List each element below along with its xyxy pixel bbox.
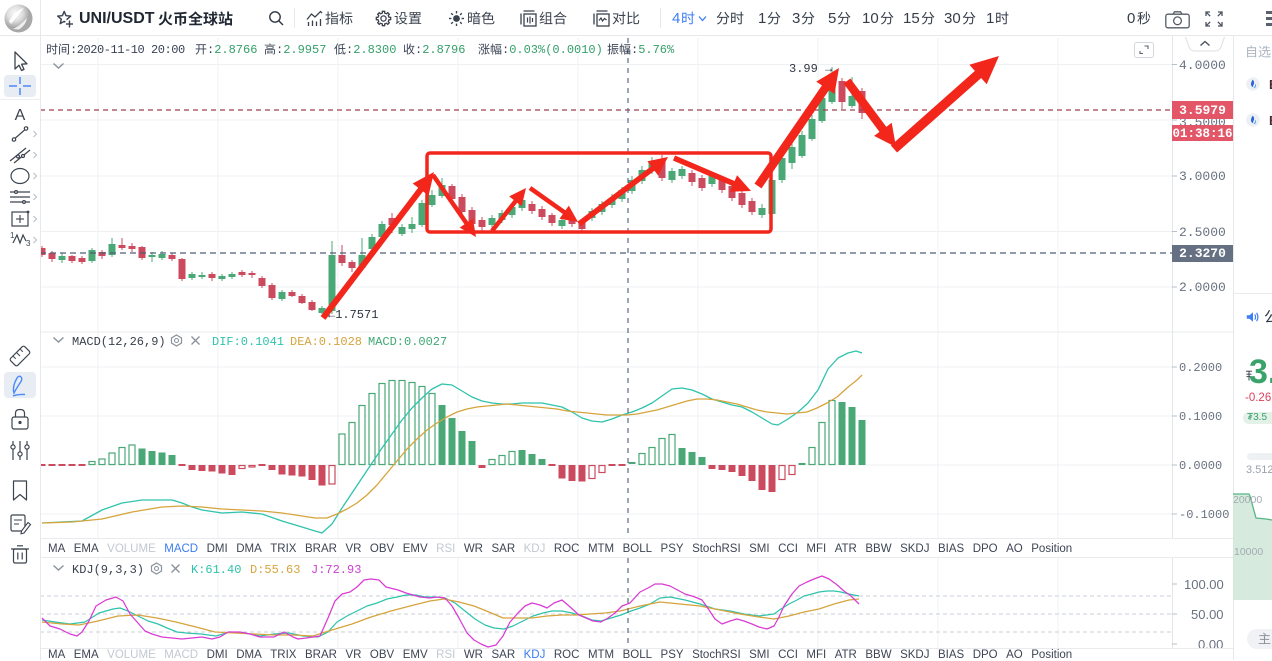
svg-text:A: A [15,107,26,124]
svg-text:1: 1 [10,231,15,240]
svg-text:3: 3 [26,239,31,248]
